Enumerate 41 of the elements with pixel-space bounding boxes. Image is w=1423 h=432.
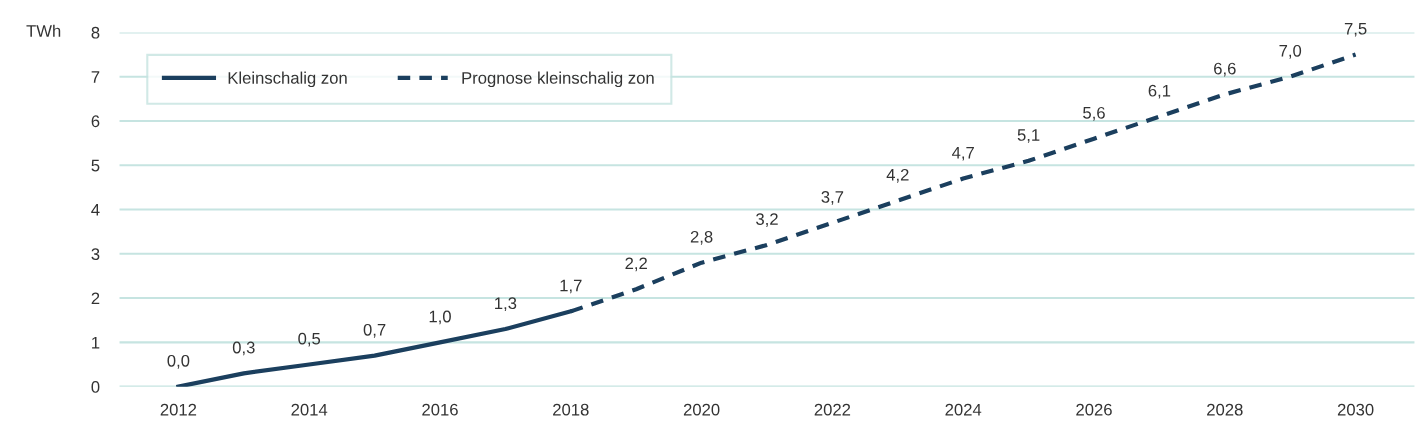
data-label: 0,7 [363, 323, 386, 338]
data-label: 4,2 [886, 168, 909, 183]
data-label: 5,6 [1083, 106, 1105, 121]
data-label: 3,7 [821, 191, 844, 205]
y-tick-label: 2 [91, 292, 100, 305]
y-tick-label: 3 [91, 248, 100, 260]
data-label: 7,0 [1279, 44, 1302, 59]
y-tick-label: 0 [91, 381, 100, 393]
data-label: 2,2 [625, 257, 647, 272]
x-tick-label: 2014 [291, 403, 328, 416]
x-tick-label: 2020 [683, 403, 720, 416]
legend-label: Kleinschalig zon [228, 71, 347, 88]
x-tick-label: 2012 [160, 403, 197, 416]
x-tick-label: 2026 [1076, 403, 1112, 416]
data-label: 1,3 [495, 297, 517, 312]
data-label: 0,5 [298, 332, 321, 347]
data-label: 4,7 [952, 146, 974, 161]
x-tick-label: 2016 [422, 403, 458, 416]
legend-label: Prognose kleinschalig zon [462, 71, 654, 88]
x-tick-label: 2030 [1337, 403, 1374, 416]
data-label: 2,8 [690, 230, 713, 245]
x-tick-label: 2018 [553, 403, 589, 416]
data-label: 3,2 [756, 213, 778, 227]
y-axis-title: TWh [26, 24, 61, 37]
y-tick-label: 6 [91, 115, 100, 128]
y-tick-label: 8 [91, 26, 100, 39]
data-label: 7,5 [1344, 22, 1367, 37]
x-tick-label: 2024 [945, 403, 982, 416]
data-label: 0,3 [232, 341, 255, 356]
x-tick-label: 2028 [1207, 403, 1243, 416]
y-tick-label: 7 [91, 71, 100, 83]
data-label: 6,6 [1214, 62, 1236, 77]
data-label: 1,7 [560, 279, 582, 294]
y-tick-label: 1 [92, 336, 100, 349]
y-tick-label: 4 [91, 204, 100, 216]
data-label: 1,0 [429, 310, 451, 325]
data-label: 0,0 [167, 354, 190, 369]
y-tick-label: 5 [91, 159, 100, 172]
data-label: 5,1 [1017, 129, 1040, 143]
x-tick-label: 2022 [814, 403, 851, 416]
data-label: 6,1 [1148, 84, 1171, 99]
